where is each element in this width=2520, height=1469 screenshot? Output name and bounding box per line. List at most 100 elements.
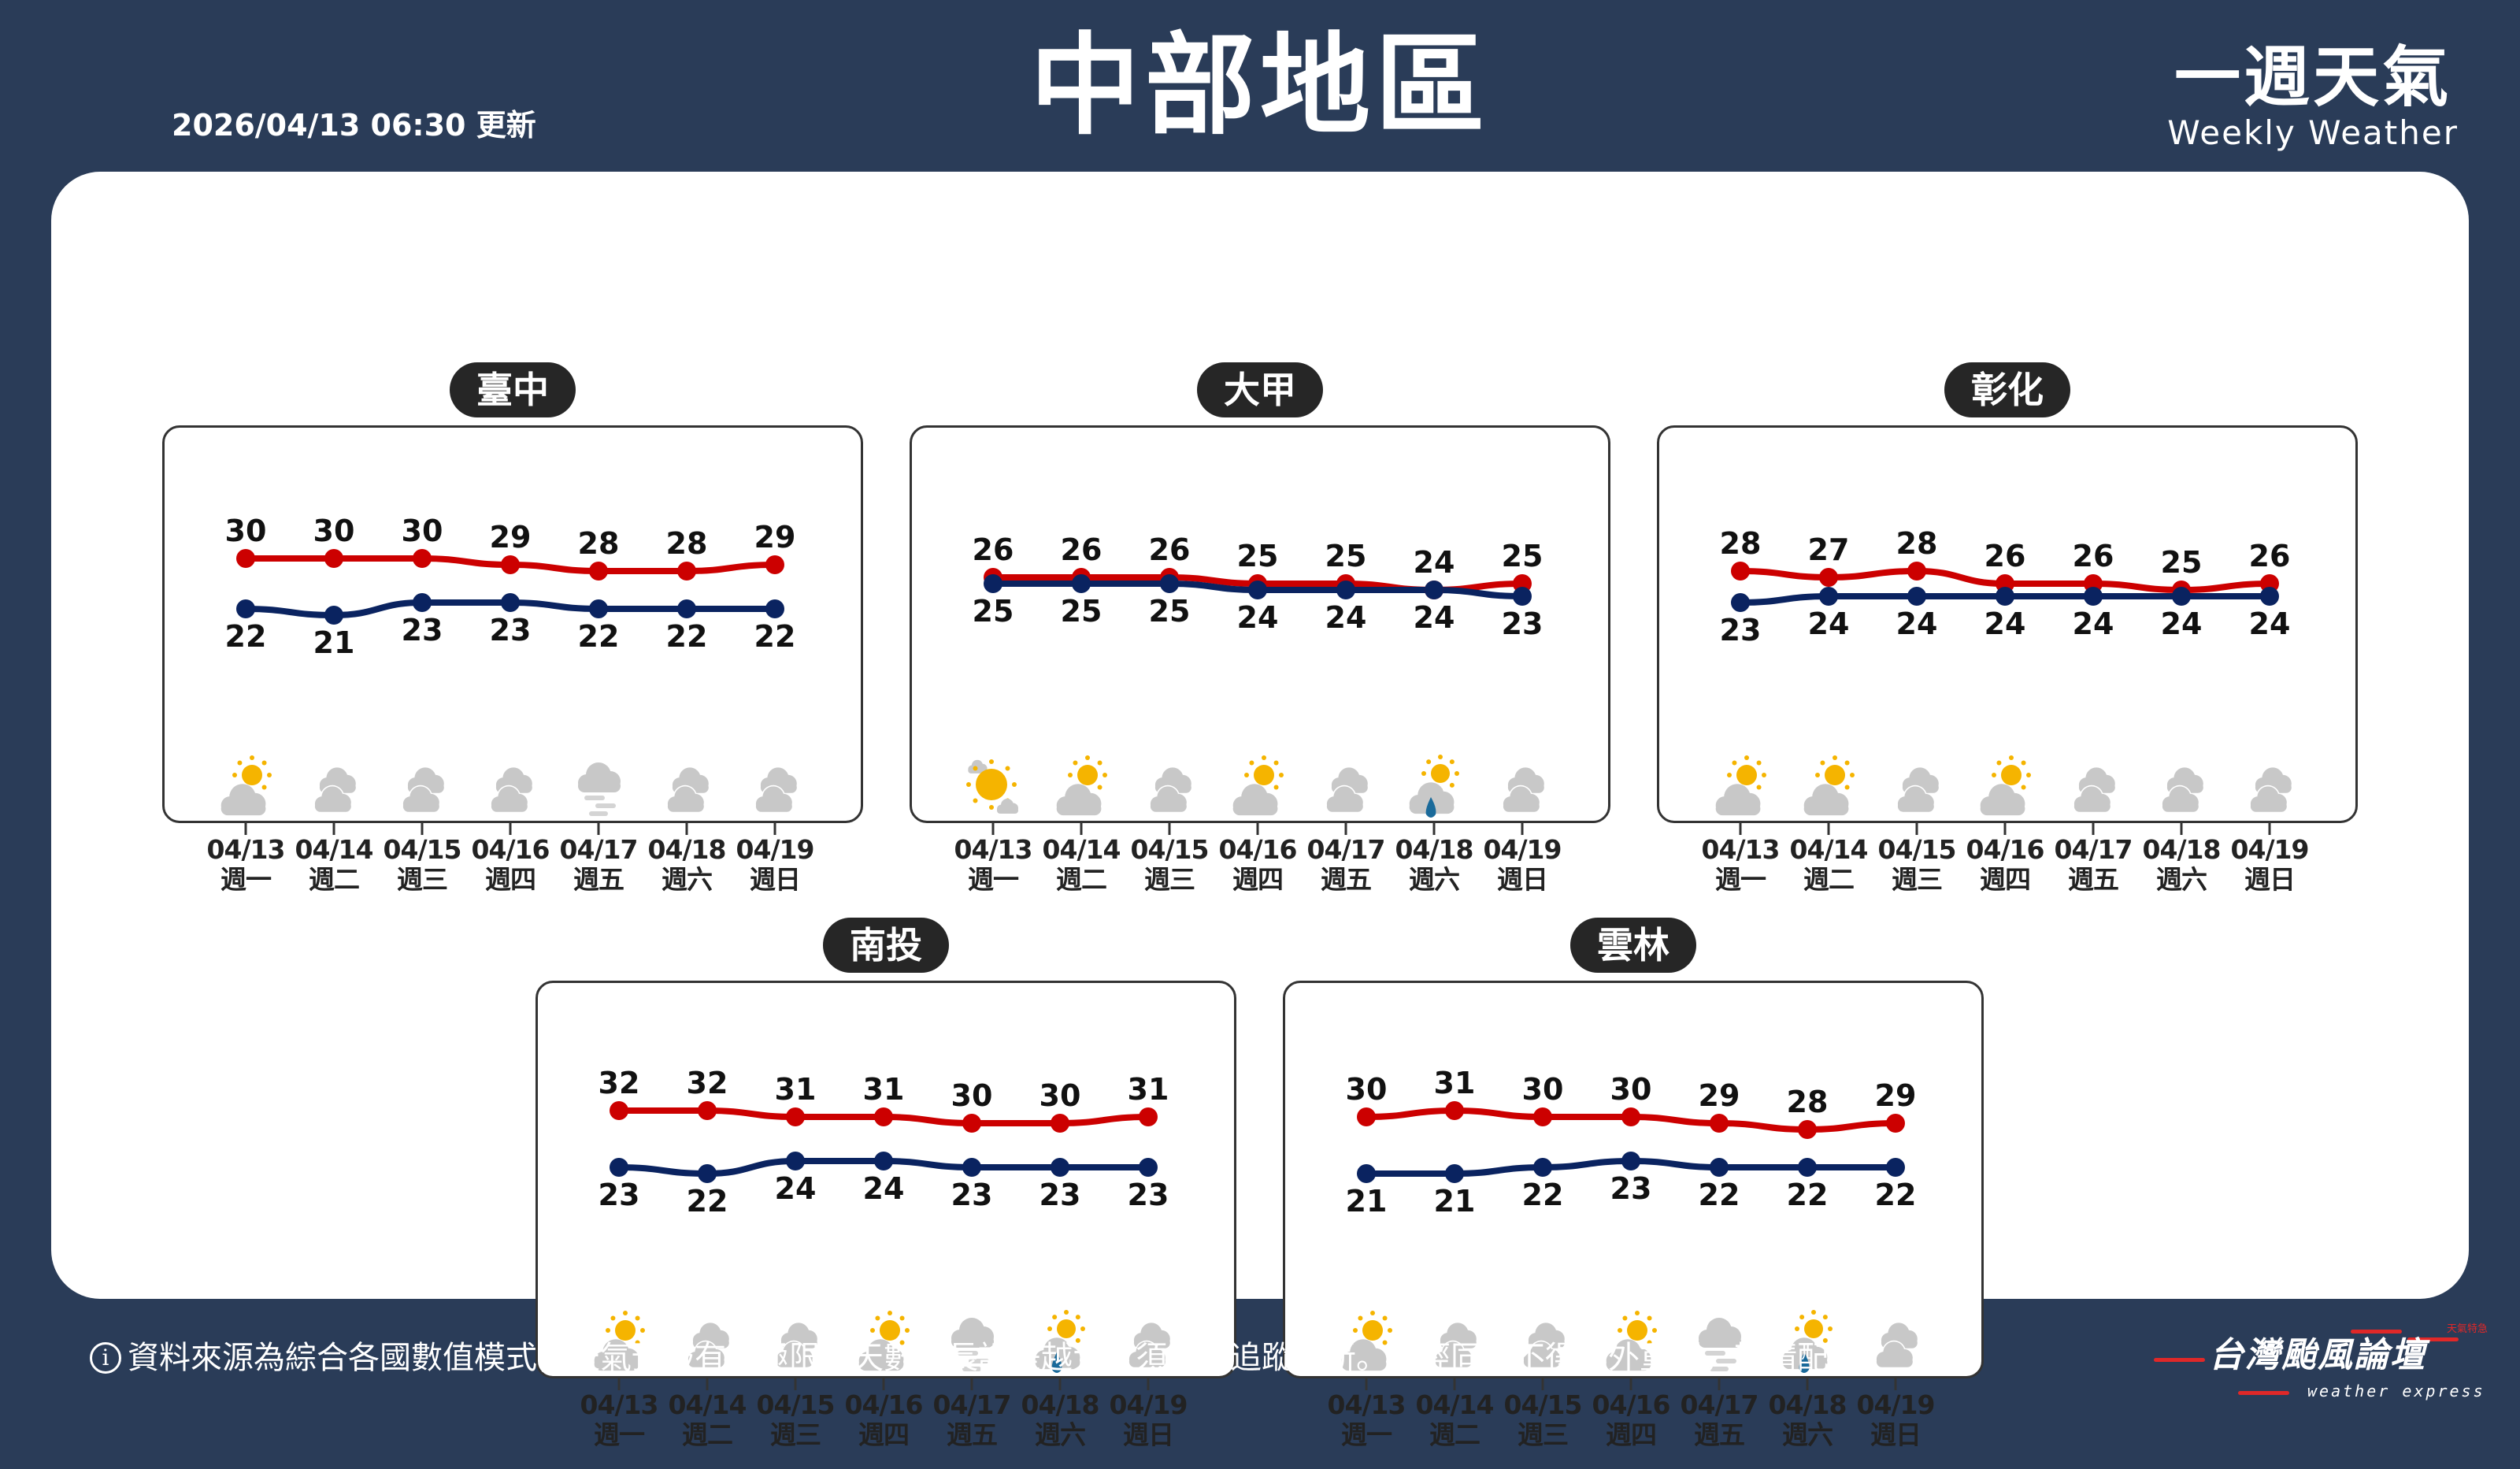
high-temp-label: 31 <box>863 1072 905 1107</box>
high-temp-point <box>677 562 696 581</box>
high-temp-point <box>1731 562 1750 581</box>
low-temp-label: 23 <box>402 613 443 647</box>
low-temp-label: 25 <box>1061 594 1102 629</box>
weekday: 週六 <box>662 864 713 895</box>
high-temp-label: 26 <box>1149 532 1191 567</box>
low-temp-point <box>1907 587 1926 606</box>
high-temp-label: 29 <box>754 520 796 555</box>
weekday: 週一 <box>968 864 1019 895</box>
low-temp-point <box>2260 587 2279 606</box>
weekday: 週六 <box>2156 864 2207 895</box>
low-temp-point <box>698 1164 717 1183</box>
chart-box <box>1657 425 2358 823</box>
weekday: 週六 <box>1035 1419 1086 1450</box>
date: 04/17 <box>2054 834 2133 865</box>
high-temp-label: 30 <box>402 514 443 548</box>
high-temp-point <box>589 562 608 581</box>
low-temp-label: 22 <box>225 619 267 654</box>
date-label: 04/18 週六 <box>1765 1390 1850 1450</box>
low-temp-point <box>1731 593 1750 612</box>
date: 04/19 <box>1483 834 1562 865</box>
high-temp-point <box>236 549 255 568</box>
high-temp-label: 26 <box>973 532 1014 567</box>
low-temp-point <box>1996 587 2014 606</box>
cloudy-icon <box>1127 1322 1170 1369</box>
date-label: 04/18 週六 <box>2139 835 2224 895</box>
low-temp-point <box>1513 587 1532 606</box>
date: 04/15 <box>1877 834 1957 865</box>
low-temp-label: 23 <box>598 1178 640 1212</box>
low-temp-label: 23 <box>951 1178 993 1212</box>
date-label: 04/14 週二 <box>665 1390 750 1450</box>
date-label: 04/15 週三 <box>1500 1390 1585 1450</box>
page-title: 中部地區 <box>1029 22 1491 150</box>
high-temp-label: 28 <box>1787 1085 1829 1119</box>
low-temp-point <box>610 1158 628 1177</box>
high-temp-point <box>1798 1120 1817 1139</box>
logo-subtitle: weather express <box>2307 1382 2485 1400</box>
weekday: 週六 <box>1782 1419 1833 1450</box>
info-icon: i <box>90 1342 121 1374</box>
temperature-chart: 30 31 30 30 29 28 29 21 21 22 23 22 22 22 <box>1341 1066 1918 1390</box>
cloudy-icon <box>2160 767 2203 814</box>
high-temp-label: 30 <box>225 514 267 548</box>
weekday: 週一 <box>1715 864 1766 895</box>
date: 04/15 <box>1130 834 1210 865</box>
date-label: 04/13 週一 <box>1698 835 1783 895</box>
low-temp-point <box>324 606 343 625</box>
weekday: 週四 <box>1232 864 1284 895</box>
brand-header: 一週天氣 Weekly Weather <box>2167 39 2459 151</box>
low-temp-point <box>1710 1158 1729 1177</box>
high-temp-label: 29 <box>1699 1078 1740 1113</box>
high-temp-point <box>413 549 432 568</box>
date-label: 04/16 週四 <box>1962 835 2048 895</box>
high-temp-label: 25 <box>2161 545 2203 580</box>
city-forecast-3: 南投 32 32 31 31 30 30 31 23 22 24 24 23 23 23 04/13 週一 04/… <box>536 918 1236 1450</box>
cloudy-icon <box>401 767 444 814</box>
low-temp-point <box>984 574 1002 593</box>
partly-cloudy-icon <box>1232 755 1284 816</box>
high-temp-label: 30 <box>1040 1078 1081 1113</box>
high-temp-label: 31 <box>1128 1072 1169 1107</box>
date-label: 04/17 週五 <box>1677 1390 1762 1450</box>
low-temp-label: 23 <box>1610 1171 1652 1206</box>
partly-cloudy-icon <box>1803 755 1855 816</box>
low-temp-point <box>677 599 696 618</box>
chart-box <box>162 425 863 823</box>
logo-stripe <box>2407 1337 2459 1341</box>
date-label: 04/14 週二 <box>1786 835 1871 895</box>
date-label: 04/13 週一 <box>576 1390 662 1450</box>
high-temp-label: 28 <box>666 526 708 561</box>
cloudy-icon <box>665 767 709 814</box>
brand-title: 一週天氣 <box>2174 39 2452 116</box>
partly-cloudy-icon <box>858 1311 910 1371</box>
high-temp-label: 30 <box>1346 1072 1388 1107</box>
partly-cloudy-icon <box>1606 1311 1657 1371</box>
low-temp-label: 24 <box>863 1171 905 1206</box>
chart-box <box>910 425 1610 823</box>
date-label: 04/19 週日 <box>1480 835 1565 895</box>
high-temp-point <box>1710 1114 1729 1133</box>
city-label: 彰化 <box>1944 362 2070 417</box>
date: 04/16 <box>1592 1389 1671 1420</box>
low-temp-point <box>765 599 784 618</box>
date-label: 04/17 週五 <box>556 835 641 895</box>
date-label: 04/17 週五 <box>2051 835 2136 895</box>
logo-name: 台灣颱風論壇 <box>2209 1335 2426 1375</box>
date: 04/13 <box>1327 1389 1406 1420</box>
high-temp-label: 25 <box>1237 539 1279 573</box>
low-temp-label: 21 <box>1346 1184 1388 1219</box>
high-temp-point <box>610 1101 628 1120</box>
weekday: 週二 <box>682 1419 733 1450</box>
chart-box <box>1283 981 1984 1378</box>
weekday: 週一 <box>1341 1419 1392 1450</box>
date-label: 04/16 週四 <box>1588 1390 1673 1450</box>
low-temp-point <box>1819 587 1838 606</box>
logo-tag: 天氣特急 <box>2447 1323 2488 1335</box>
low-temp-label: 21 <box>313 625 355 660</box>
weekday: 週五 <box>2068 864 2119 895</box>
low-temp-point <box>2172 587 2191 606</box>
high-temp-point <box>874 1107 893 1126</box>
update-time: 2026/04/13 06:30 更新 <box>172 108 536 143</box>
date: 04/14 <box>1042 834 1121 865</box>
